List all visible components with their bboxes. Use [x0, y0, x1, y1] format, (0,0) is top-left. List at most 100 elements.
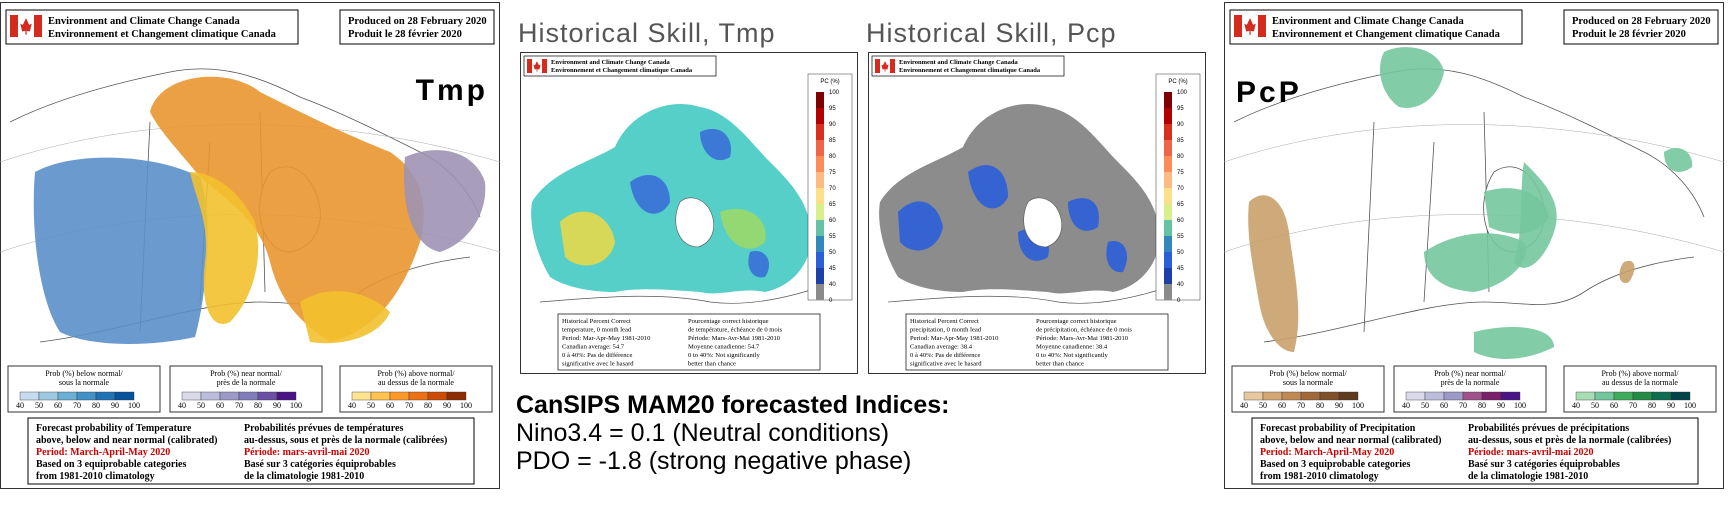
colorbar-swatch	[816, 236, 824, 252]
skill-area	[560, 211, 615, 266]
skill-map: Environment and Climate Change CanadaEnv…	[520, 52, 858, 374]
legend-tick: 90	[1667, 401, 1675, 410]
legend-swatch	[1613, 391, 1634, 401]
footer-en: Forecast probability of Precipitation	[1260, 423, 1416, 434]
colorbar-swatch	[816, 220, 824, 236]
flag-band	[890, 59, 895, 73]
footer-fr: better than chance	[1036, 361, 1084, 368]
legend-tick: 90	[273, 401, 281, 410]
legend-swatch	[1281, 391, 1302, 401]
footer-en: Canadian average: 54.7	[562, 344, 625, 351]
colorbar-swatch	[816, 172, 824, 188]
legend-swatch	[276, 391, 297, 401]
maple-leaf	[533, 61, 541, 72]
colorbar-swatch	[1164, 92, 1172, 108]
footer-fr: Probabilités prévues de températures	[244, 423, 403, 434]
flag-band	[1258, 15, 1266, 37]
footer-fr: de précipitation, échéance de 0 mois	[1036, 327, 1132, 334]
legend-swatch	[1594, 391, 1615, 401]
legend-tick: 70	[1297, 401, 1305, 410]
legend-swatch	[1500, 391, 1521, 401]
skill-area	[748, 251, 770, 278]
legend-tick: 80	[254, 401, 262, 410]
agency-name: Environnement et Changement climatique C…	[1272, 29, 1501, 40]
skill-area	[898, 201, 943, 251]
footer-box	[557, 313, 821, 371]
legend-title: Prob (%) above normal/	[377, 369, 455, 378]
footer-fr: de température, échéance de 0 mois	[688, 327, 783, 334]
footer-en: significative avec le hasard	[910, 361, 982, 368]
legend-tick: 90	[443, 401, 451, 410]
legend-tick: 40	[1402, 401, 1410, 410]
footer-fr: de la climatologie 1981-2010	[1468, 471, 1588, 482]
legend-title: près de la normale	[1441, 378, 1500, 387]
colorbar-label: PC (%)	[1168, 79, 1187, 85]
probability-area	[1514, 162, 1557, 268]
flag-band	[875, 59, 880, 73]
legend-tick: 60	[1440, 401, 1448, 410]
maple-leaf	[881, 61, 889, 72]
legend-title: Prob (%) above normal/	[1601, 369, 1679, 378]
legend-swatch	[1424, 391, 1445, 401]
legend-swatch	[1319, 391, 1340, 401]
colorbar-tick: 45	[1177, 266, 1184, 272]
colorbar-tick: 95	[829, 106, 836, 112]
legend-swatch	[114, 391, 135, 401]
legend-tick: 100	[290, 401, 302, 410]
legend-title: Prob (%) near normal/	[1434, 369, 1507, 378]
colorbar-swatch	[816, 188, 824, 204]
colorbar-label: PC (%)	[820, 79, 839, 85]
legend-tick: 90	[1497, 401, 1505, 410]
legend-title: Prob (%) near normal/	[210, 369, 283, 378]
colorbar-tick: 55	[829, 234, 836, 240]
colorbar-tick: 70	[829, 186, 836, 192]
probability-area	[1248, 195, 1299, 352]
colorbar-swatch	[816, 204, 824, 220]
legend-swatch	[446, 391, 467, 401]
legend-swatch	[1462, 391, 1483, 401]
forecast-map: Environment and Climate Change Canada Env…	[1223, 2, 1725, 489]
colorbar-swatch	[816, 124, 824, 140]
legend-title: Prob (%) below normal/	[1269, 369, 1347, 378]
header-box	[5, 9, 299, 45]
colorbar-tick: 40	[829, 282, 836, 288]
legend-swatch	[219, 391, 240, 401]
legend-swatch	[1405, 391, 1426, 401]
legend-tick: 70	[73, 401, 81, 410]
legend-swatch	[76, 391, 97, 401]
legend-swatch	[257, 391, 278, 401]
legend-swatch	[1575, 391, 1596, 401]
legend-tick: 60	[386, 401, 394, 410]
colorbar-swatch	[1164, 140, 1172, 156]
probability-area	[1474, 327, 1554, 359]
colorbar-swatch	[1164, 252, 1172, 268]
colorbar-tick: 70	[1177, 186, 1184, 192]
legend-tick: 90	[1335, 401, 1343, 410]
footer-en: from 1981-2010 climatology	[1260, 471, 1379, 482]
coastline	[1233, 68, 1705, 218]
footer-fr: better than chance	[688, 361, 736, 368]
footer-fr: Moyenne canadienne: 38.4	[1036, 344, 1108, 351]
produced-date: Produced on 28 February 2020	[1572, 16, 1711, 27]
probability-area	[1379, 47, 1444, 108]
legend-title: au dessus de la normale	[1602, 378, 1678, 387]
footer-en: Historical Percent Correct	[910, 318, 979, 325]
land-mass	[879, 103, 1160, 294]
footer-fr: Période: mars-avril-mai 2020	[244, 447, 370, 458]
skill-area	[630, 174, 670, 214]
colorbar-tick: 75	[1177, 170, 1184, 176]
legend-swatch	[181, 391, 202, 401]
border-line	[539, 286, 821, 304]
maple-leaf	[1244, 18, 1256, 35]
footer-fr: au-dessus, sous et près de la normale (c…	[244, 435, 447, 446]
probability-area	[404, 150, 486, 252]
legend-tick: 40	[1240, 401, 1248, 410]
colorbar-swatch	[816, 252, 824, 268]
colorbar-tick: 65	[829, 202, 836, 208]
probability-area	[190, 172, 259, 324]
legend-tick: 40	[348, 401, 356, 410]
legend-swatch	[1651, 391, 1672, 401]
footer-en: temperature, 0 month lead	[562, 327, 632, 334]
produced-box	[1563, 9, 1719, 45]
